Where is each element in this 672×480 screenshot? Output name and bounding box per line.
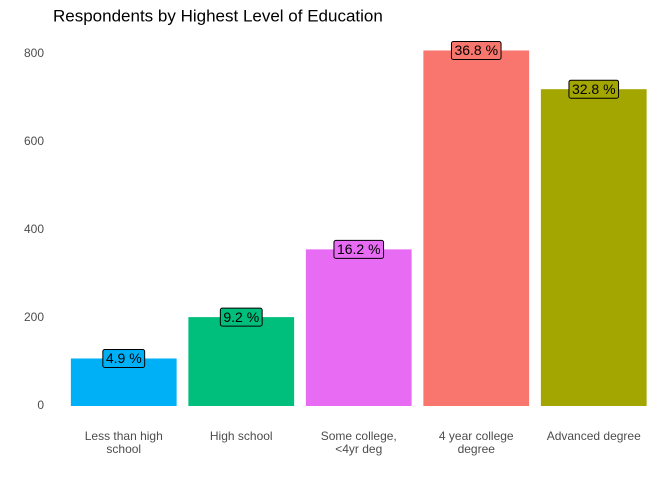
x-tick-label: High school <box>209 429 273 443</box>
bar-label: 9.2 % <box>223 309 259 325</box>
y-tick-label: 600 <box>24 134 44 148</box>
x-tick-label: Advanced degree <box>546 429 641 443</box>
x-tick-label: 4 year college degree <box>438 429 514 456</box>
bar-label-box <box>450 40 502 60</box>
bar <box>540 89 647 406</box>
bar-label-box <box>333 239 385 259</box>
x-tick-label: Less than high school <box>84 429 163 456</box>
bar-label-box <box>219 307 263 327</box>
bar <box>423 50 530 406</box>
y-tick-label: 200 <box>24 310 44 324</box>
bar-label-box <box>568 79 620 99</box>
bar-label: 16.2 % <box>337 241 381 257</box>
chart-title: Respondents by Highest Level of Educatio… <box>53 6 383 25</box>
bar-label: 36.8 % <box>454 42 498 58</box>
y-tick-label: 800 <box>24 46 44 60</box>
bar <box>188 317 295 406</box>
bar-label-box <box>102 348 146 368</box>
x-tick-label: Some college, <4yr deg <box>320 429 397 456</box>
y-tick-label: 0 <box>37 398 44 412</box>
bar-label: 32.8 % <box>572 81 616 97</box>
bar-label: 4.9 % <box>106 350 142 366</box>
bar <box>305 249 412 406</box>
y-tick-label: 400 <box>24 222 44 236</box>
